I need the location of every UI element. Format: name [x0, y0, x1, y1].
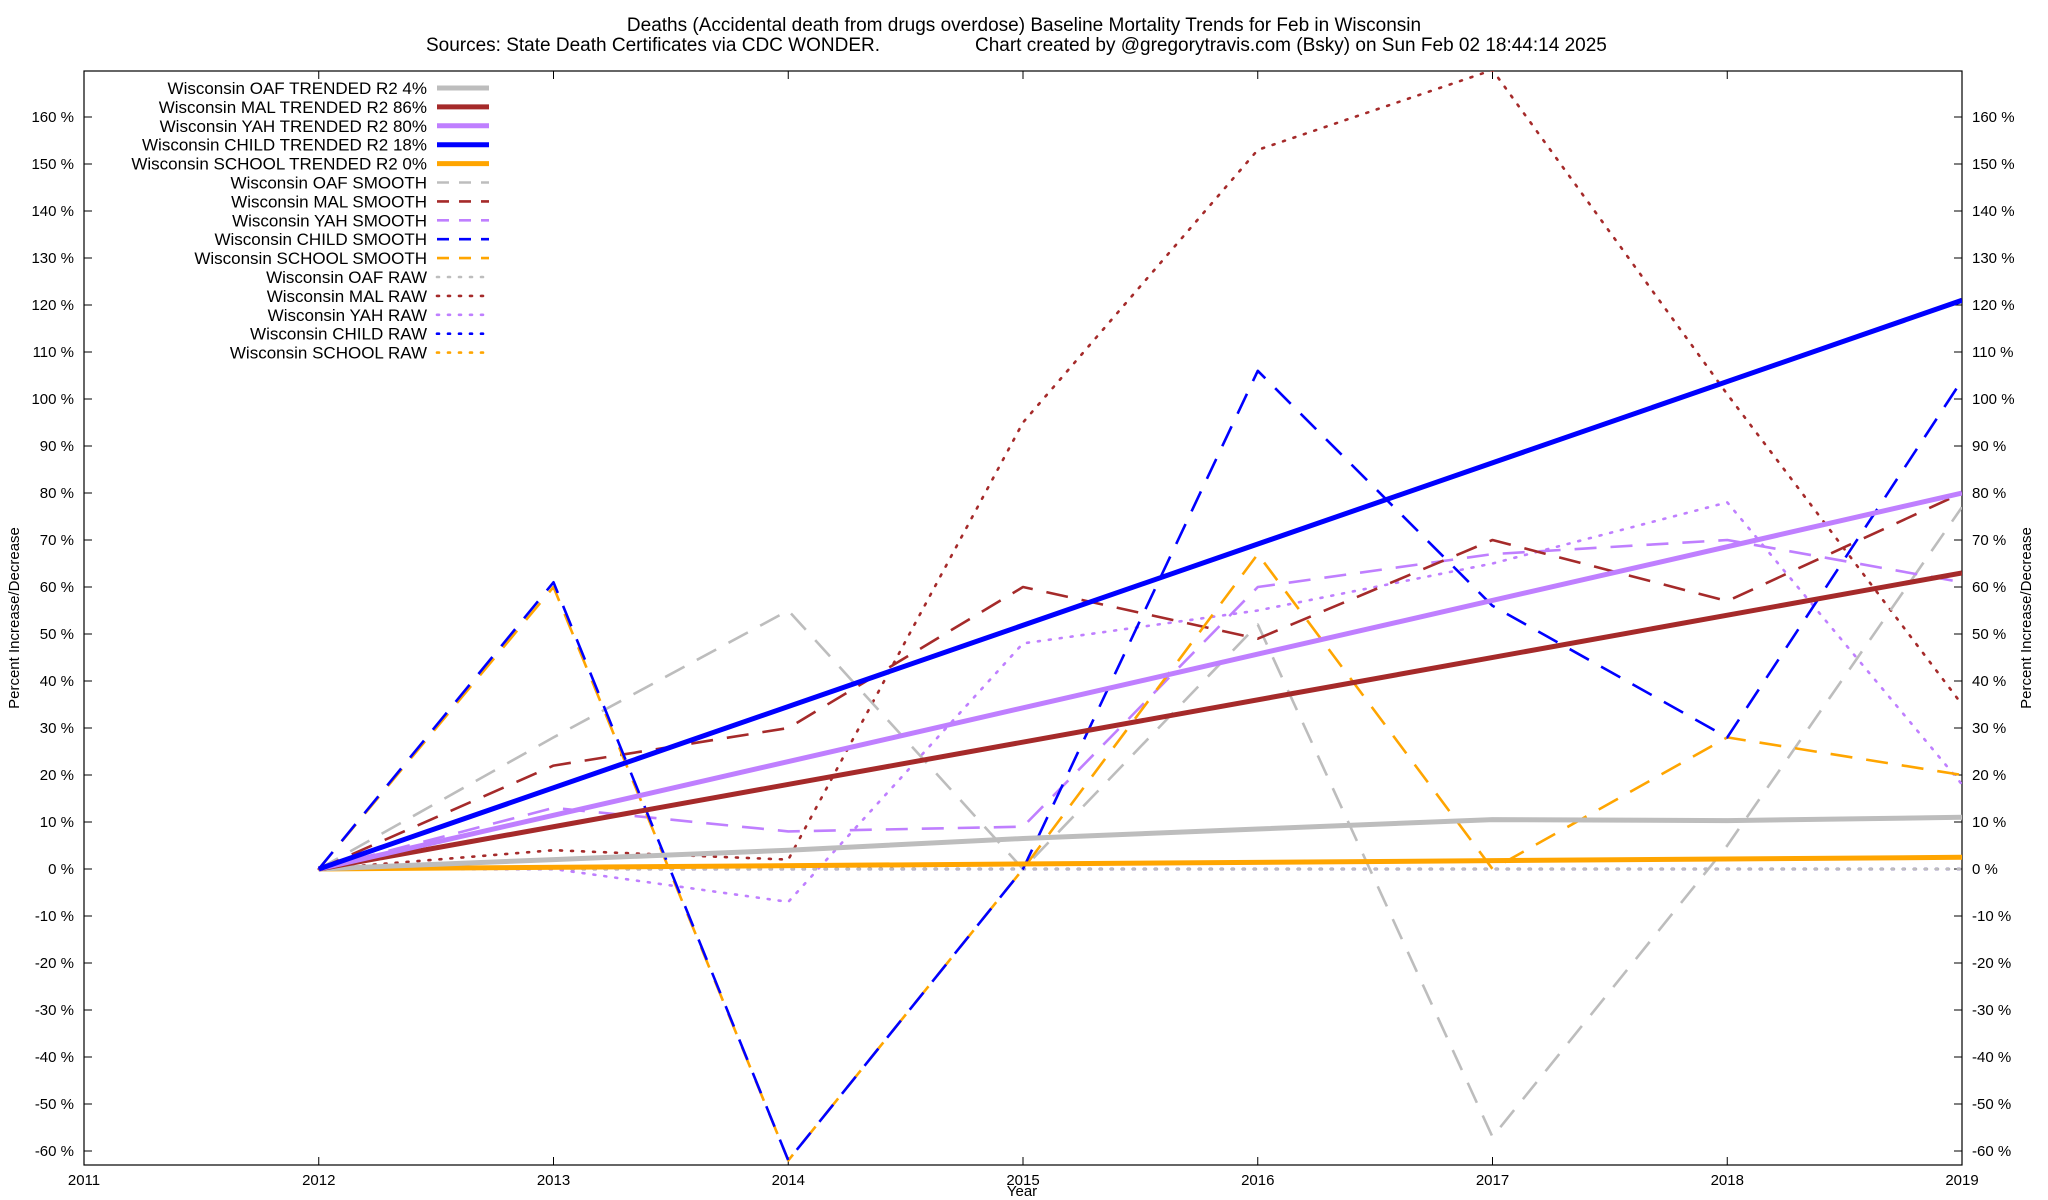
- ticks-layer: 2011 2012 2013 2014 2015 2016 2017 2018 2019 160 …: [31, 71, 2015, 1189]
- y-tick-label-right: 0 %: [1972, 861, 1998, 878]
- y-tick-label-left: 80 %: [40, 485, 74, 502]
- legend-label: Wisconsin CHILD RAW: [250, 325, 427, 344]
- chart-subtitle-sources: Sources: State Death Certificates via CD…: [426, 35, 880, 56]
- series-line-wisconsin-school-trended: [318, 854, 1962, 872]
- y-tick-label-left: 30 %: [40, 720, 74, 737]
- series-line-wisconsin-oaf-smooth: [318, 506, 1962, 1139]
- series-layer: [317, 71, 1962, 1162]
- series-line-wisconsin-child-trended: [317, 297, 1962, 872]
- series-line-wisconsin-yah-trended: [318, 490, 1962, 872]
- legend-label: Wisconsin YAH RAW: [268, 306, 427, 325]
- y-tick-label-right: -60 %: [1972, 1143, 2011, 1160]
- legend-label: Wisconsin MAL TRENDED R2 86%: [159, 98, 427, 117]
- y-tick-label-left: 140 %: [31, 203, 74, 220]
- y-tick-label-right: 40 %: [1972, 673, 2006, 690]
- y-tick-label-right: 100 %: [1972, 391, 2015, 408]
- y-tick-label-left: 40 %: [40, 673, 74, 690]
- legend-label: Wisconsin OAF RAW: [266, 268, 427, 287]
- y-tick-label-left: 130 %: [31, 250, 74, 267]
- series-line-wisconsin-oaf-trended: [318, 814, 1962, 872]
- x-tick-label: 2013: [537, 1172, 570, 1189]
- legend-label: Wisconsin YAH SMOOTH: [232, 211, 427, 230]
- legend-label: Wisconsin MAL SMOOTH: [231, 192, 427, 211]
- y-axis-label-left: Percent Increase/Decrease: [6, 527, 23, 709]
- y-tick-label-right: 80 %: [1972, 485, 2006, 502]
- y-tick-label-left: 150 %: [31, 156, 74, 173]
- series-line-wisconsin-mal-raw: [317, 71, 1962, 871]
- y-tick-label-right: 140 %: [1972, 203, 2015, 220]
- chart-title: Deaths (Accidental death from drugs over…: [627, 15, 1421, 36]
- y-tick-label-right: 110 %: [1972, 344, 2013, 361]
- x-tick-label: 2018: [1711, 1172, 1744, 1189]
- legend-label: Wisconsin SCHOOL TRENDED R2 0%: [131, 155, 427, 174]
- legend-label: Wisconsin MAL RAW: [267, 287, 427, 306]
- series-line-wisconsin-mal-smooth: [318, 491, 1962, 871]
- y-tick-label-left: 0 %: [48, 861, 74, 878]
- y-tick-label-right: 30 %: [1972, 720, 2006, 737]
- y-tick-label-left: 100 %: [31, 391, 74, 408]
- legend: Wisconsin OAF TRENDED R2 4%Wisconsin MAL…: [131, 79, 491, 363]
- y-tick-label-left: 60 %: [40, 579, 74, 596]
- chart-subtitle-credit: Chart created by @gregorytravis.com (Bsk…: [975, 35, 1607, 56]
- legend-label: Wisconsin OAF SMOOTH: [231, 174, 427, 193]
- y-tick-label-right: 130 %: [1972, 250, 2015, 267]
- y-tick-label-left: 70 %: [40, 532, 74, 549]
- x-axis-label: Year: [1007, 1183, 1037, 1200]
- y-tick-label-right: 10 %: [1972, 814, 2006, 831]
- y-tick-label-left: -10 %: [35, 908, 74, 925]
- legend-label: Wisconsin CHILD TRENDED R2 18%: [142, 136, 427, 155]
- y-tick-label-right: 60 %: [1972, 579, 2006, 596]
- y-tick-label-right: -40 %: [1972, 1049, 2011, 1066]
- y-tick-label-left: -40 %: [35, 1049, 74, 1066]
- x-tick-label: 2015: [1006, 1172, 1039, 1189]
- y-tick-label-right: -20 %: [1972, 955, 2011, 972]
- series-line-wisconsin-school-smooth: [317, 552, 1962, 1162]
- y-tick-label-left: 10 %: [40, 814, 74, 831]
- y-tick-label-left: 110 %: [33, 344, 74, 361]
- y-tick-label-right: 70 %: [1972, 532, 2006, 549]
- legend-label: Wisconsin OAF TRENDED R2 4%: [168, 79, 427, 98]
- y-tick-label-left: -60 %: [35, 1143, 74, 1160]
- y-tick-label-left: 50 %: [40, 626, 74, 643]
- y-tick-label-left: 20 %: [40, 767, 74, 784]
- x-tick-label: 2016: [1241, 1172, 1274, 1189]
- y-tick-label-right: -30 %: [1972, 1002, 2011, 1019]
- legend-label: Wisconsin SCHOOL SMOOTH: [194, 249, 427, 268]
- y-tick-label-right: 120 %: [1972, 297, 2015, 314]
- series-line-wisconsin-yah-smooth: [318, 538, 1962, 871]
- y-tick-label-right: 20 %: [1972, 767, 2006, 784]
- x-tick-label: 2014: [772, 1172, 805, 1189]
- series-line-wisconsin-mal-trended: [318, 570, 1962, 872]
- x-tick-label: 2011: [68, 1172, 100, 1189]
- y-tick-label-right: 150 %: [1972, 156, 2015, 173]
- y-tick-label-left: 160 %: [31, 109, 74, 126]
- y-tick-label-left: -50 %: [35, 1096, 74, 1113]
- y-tick-label-right: -50 %: [1972, 1096, 2011, 1113]
- legend-label: Wisconsin SCHOOL RAW: [230, 344, 427, 363]
- legend-label: Wisconsin YAH TRENDED R2 80%: [160, 117, 427, 136]
- y-tick-label-left: -30 %: [35, 1002, 74, 1019]
- y-tick-label-right: 90 %: [1972, 438, 2006, 455]
- series-line-wisconsin-child-smooth: [317, 369, 1962, 1162]
- y-tick-label-right: 50 %: [1972, 626, 2006, 643]
- y-tick-label-left: 90 %: [40, 438, 74, 455]
- series-line-wisconsin-yah-raw: [317, 501, 1962, 904]
- x-tick-label: 2012: [302, 1172, 335, 1189]
- x-tick-label: 2019: [1945, 1172, 1978, 1189]
- y-tick-label-right: -10 %: [1972, 908, 2011, 925]
- x-tick-label: 2017: [1476, 1172, 1509, 1189]
- y-tick-label-left: -20 %: [35, 955, 74, 972]
- y-tick-label-left: 120 %: [31, 297, 74, 314]
- y-axis-label-right: Percent Increase/Decrease: [2018, 527, 2035, 709]
- legend-label: Wisconsin CHILD SMOOTH: [214, 230, 427, 249]
- y-tick-label-right: 160 %: [1972, 109, 2015, 126]
